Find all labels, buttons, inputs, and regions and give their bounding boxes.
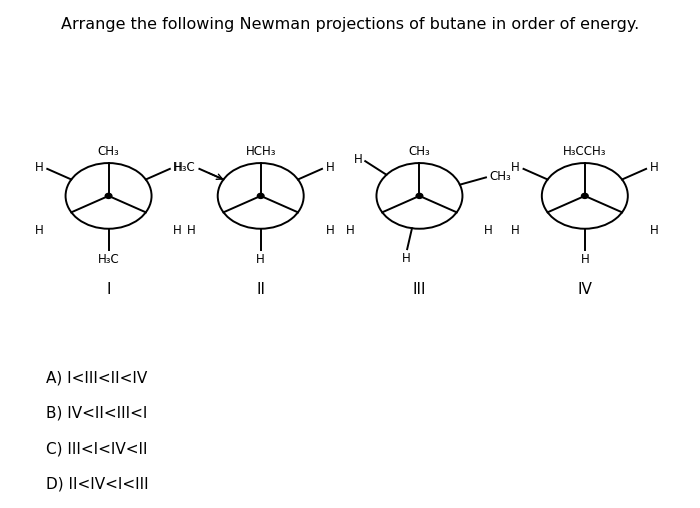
Circle shape [258,194,264,199]
Text: H: H [174,225,182,237]
Text: C) III<I<IV<II: C) III<I<IV<II [46,441,147,456]
Text: H: H [346,225,355,237]
Text: H: H [256,253,265,266]
Text: H: H [354,153,362,166]
Text: CH₃: CH₃ [490,170,512,183]
Text: III: III [413,282,426,297]
Text: HCH₃: HCH₃ [246,145,276,158]
Text: H: H [35,225,44,237]
Text: H₃C: H₃C [98,253,120,266]
Text: H₃C: H₃C [174,161,196,174]
Text: H: H [326,161,334,174]
Text: IV: IV [578,282,592,297]
Text: CH₃: CH₃ [409,145,430,158]
Text: CH₃: CH₃ [98,145,120,158]
Text: H: H [484,225,493,237]
Text: B) IV<II<III<I: B) IV<II<III<I [46,406,147,421]
Text: H₃CCH₃: H₃CCH₃ [563,145,607,158]
Text: H: H [650,161,658,174]
Circle shape [416,194,423,199]
Text: A) I<III<II<IV: A) I<III<II<IV [46,370,147,385]
Text: I: I [106,282,111,297]
Text: H: H [511,225,520,237]
Text: D) II<IV<I<III: D) II<IV<I<III [46,477,148,491]
Text: H: H [35,161,44,174]
Text: H: H [402,252,411,265]
Text: H: H [187,225,196,237]
Text: H: H [580,253,589,266]
Text: H: H [650,225,658,237]
Text: II: II [256,282,265,297]
Circle shape [105,194,112,199]
Text: H: H [174,161,182,174]
Text: H: H [326,225,334,237]
Text: H: H [511,161,520,174]
Circle shape [582,194,588,199]
Text: Arrange the following Newman projections of butane in order of energy.: Arrange the following Newman projections… [61,17,639,31]
